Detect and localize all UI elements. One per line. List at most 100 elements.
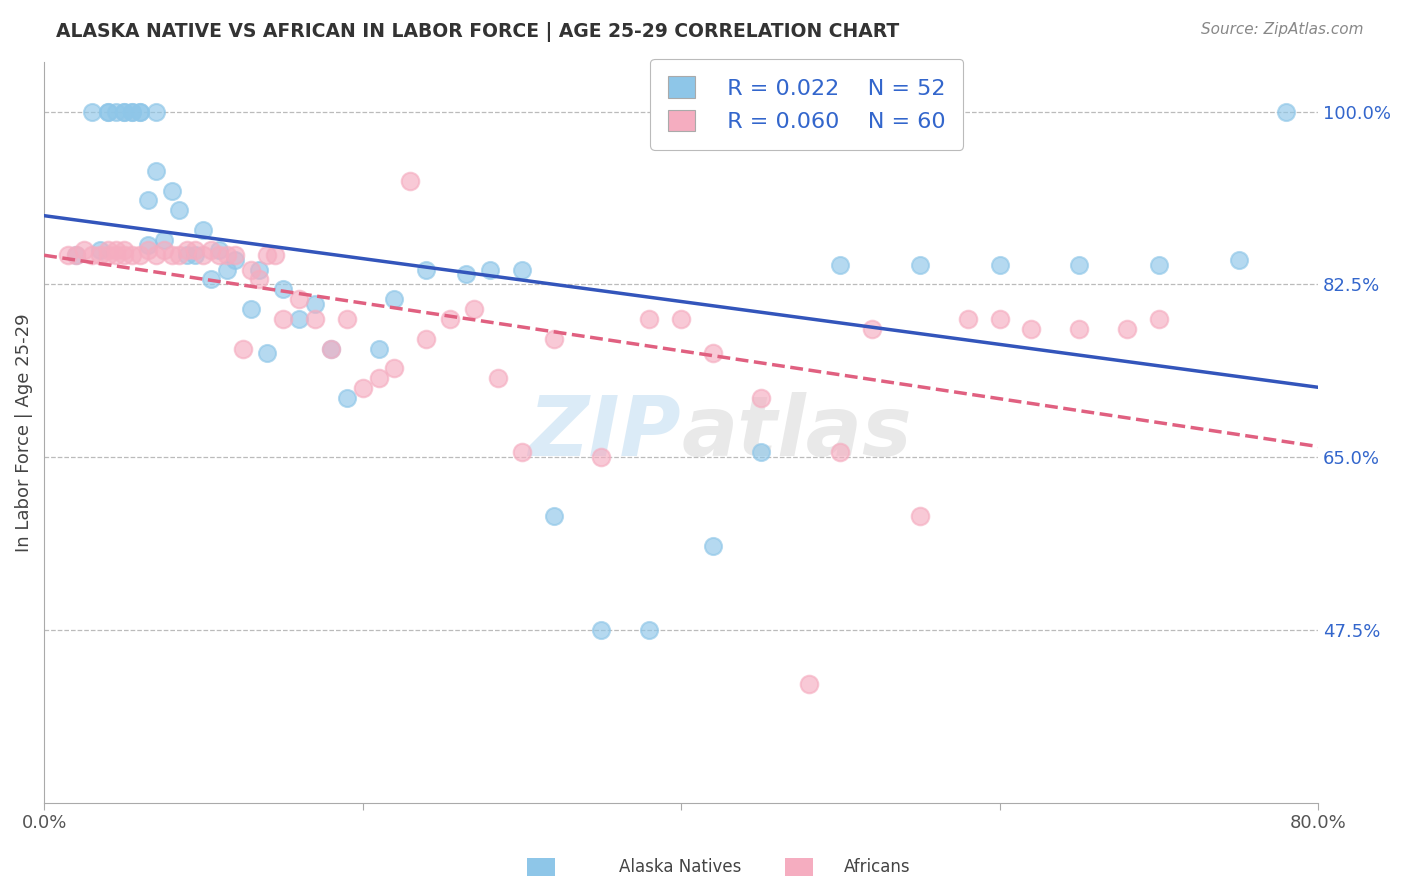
Point [1069,322,1091,336]
Point [264,248,287,262]
Point [152,243,174,257]
Point [104,243,127,257]
Point [208,243,231,257]
Point [543,332,565,346]
Point [112,243,135,257]
Point [136,237,159,252]
Point [65,248,87,262]
Point [240,262,263,277]
Point [152,233,174,247]
Point [104,248,127,262]
Point [256,346,278,360]
Point [1227,252,1250,267]
Point [288,311,311,326]
Point [1021,322,1043,336]
Point [367,371,389,385]
Point [988,258,1011,272]
Point [224,252,246,267]
Point [304,311,326,326]
Point [145,163,167,178]
Point [271,311,294,326]
Point [384,292,406,306]
Point [510,445,533,459]
Text: Africans: Africans [844,858,910,876]
Point [200,243,222,257]
Point [256,248,278,262]
Point [104,104,127,119]
Point [121,104,143,119]
Point [456,268,478,282]
Point [336,311,359,326]
Point [73,243,96,257]
Point [988,311,1011,326]
Point [399,174,422,188]
Text: Alaska Natives: Alaska Natives [619,858,741,876]
Point [510,262,533,277]
Point [121,104,143,119]
Point [439,311,461,326]
Point [860,322,883,336]
Point [145,104,167,119]
Point [1147,311,1170,326]
Point [247,272,270,286]
Point [956,311,979,326]
Text: Source: ZipAtlas.com: Source: ZipAtlas.com [1201,22,1364,37]
Point [97,104,120,119]
Point [304,297,326,311]
Point [1275,104,1298,119]
Y-axis label: In Labor Force | Age 25-29: In Labor Force | Age 25-29 [15,313,32,552]
Point [128,104,150,119]
Point [169,248,191,262]
Point [415,332,437,346]
Point [319,342,342,356]
Point [121,248,143,262]
Point [128,104,150,119]
Point [749,391,772,405]
Text: ZIP: ZIP [529,392,681,473]
Point [1116,322,1139,336]
Point [1147,258,1170,272]
Text: atlas: atlas [681,392,911,473]
Point [217,262,239,277]
Point [463,301,485,316]
Point [247,262,270,277]
Point [908,509,931,524]
Point [702,539,724,553]
Point [208,248,231,262]
Point [160,248,183,262]
Point [638,623,661,637]
Point [486,371,509,385]
Point [384,361,406,376]
Point [669,311,692,326]
Point [193,248,215,262]
Point [319,342,342,356]
Legend:   R = 0.022    N = 52,   R = 0.060    N = 60: R = 0.022 N = 52, R = 0.060 N = 60 [651,59,963,150]
Point [240,301,263,316]
Point [908,258,931,272]
Point [65,248,87,262]
Point [224,248,246,262]
Point [591,623,613,637]
Point [97,243,120,257]
Point [702,346,724,360]
Point [193,223,215,237]
Point [80,248,103,262]
Point [200,272,222,286]
Point [136,243,159,257]
Point [830,445,852,459]
Point [288,292,311,306]
Point [176,243,198,257]
Point [543,509,565,524]
Point [352,381,374,395]
Point [112,104,135,119]
Point [367,342,389,356]
Point [638,311,661,326]
Point [128,248,150,262]
Point [136,194,159,208]
Point [591,450,613,464]
Point [145,248,167,262]
Point [97,248,120,262]
Point [89,248,111,262]
Point [184,248,207,262]
Point [89,243,111,257]
